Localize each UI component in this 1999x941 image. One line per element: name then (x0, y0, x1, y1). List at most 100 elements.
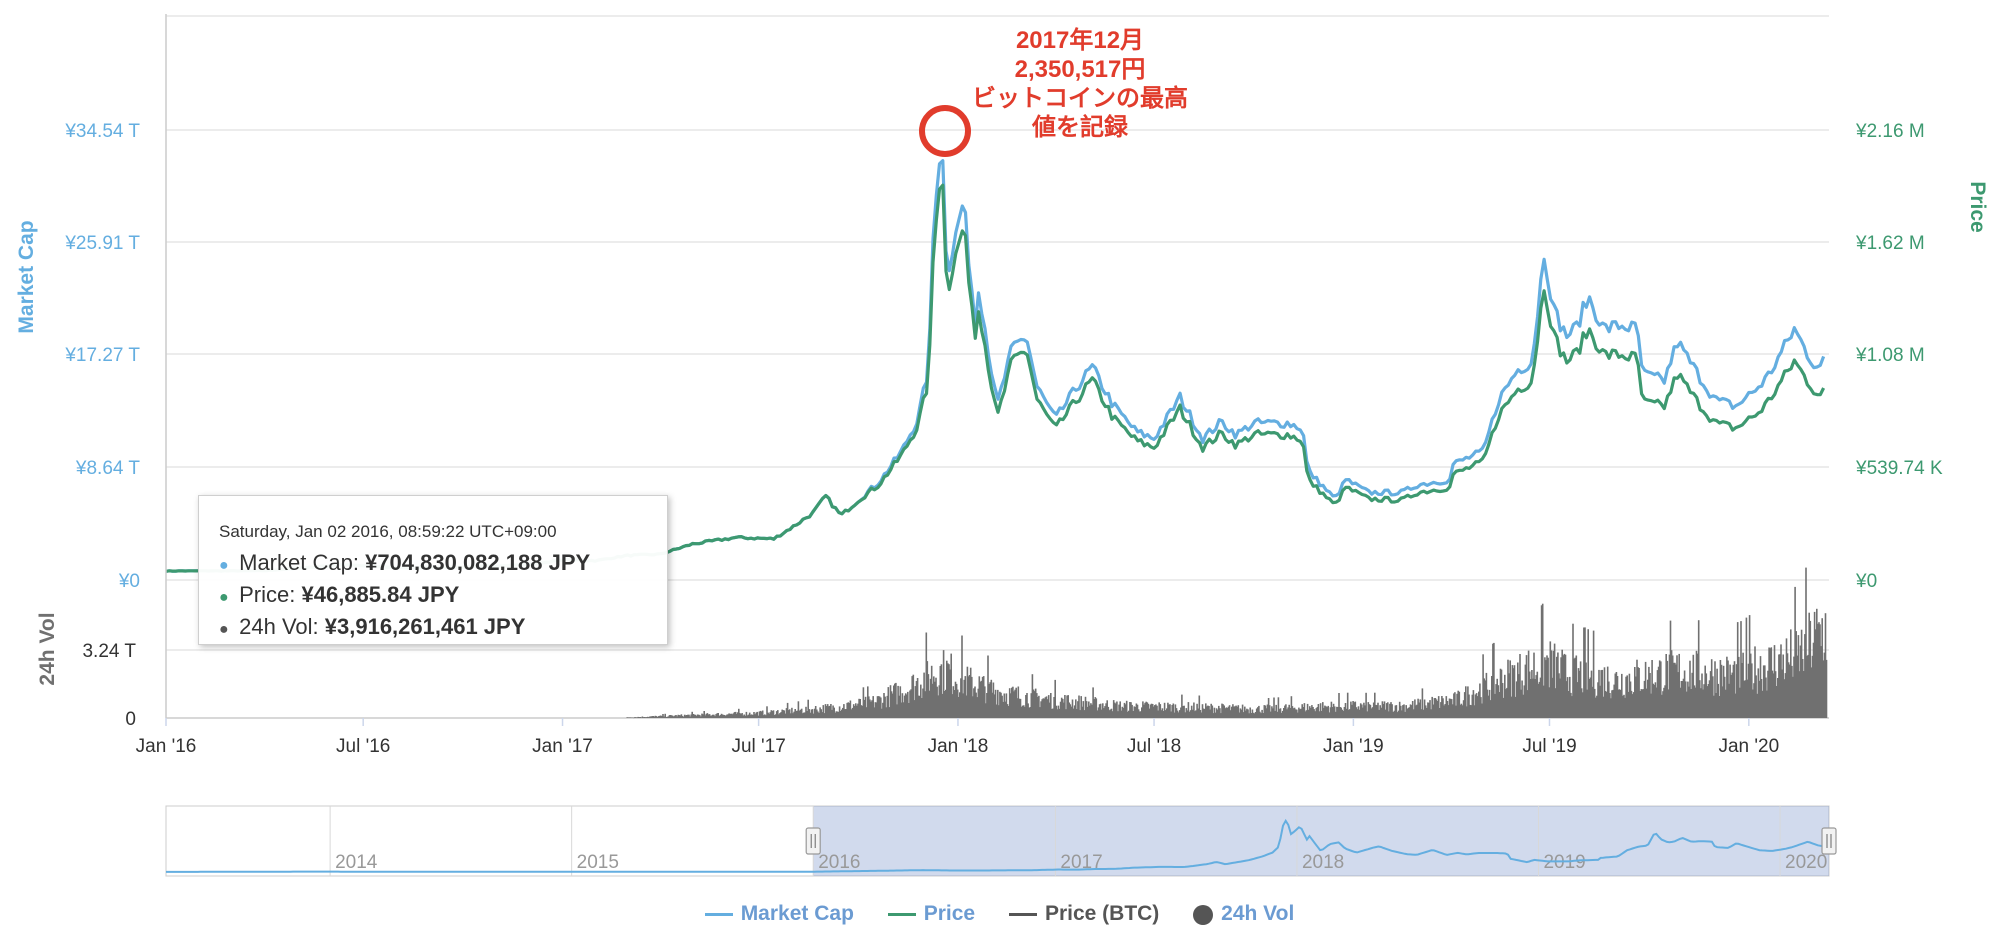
volume-bar (1641, 689, 1644, 718)
volume-bar (701, 713, 703, 718)
volume-bar (1611, 690, 1613, 718)
volume-bar (928, 690, 931, 718)
volume-bar (1355, 707, 1358, 718)
tooltip-row-market-cap: ● Market Cap: ¥704,830,082,188 JPY (219, 548, 667, 580)
volume-bar (1345, 708, 1348, 718)
legend-item-market-cap[interactable]: Market Cap (704, 902, 854, 926)
volume-bar (757, 715, 760, 718)
navigator-left-handle[interactable] (805, 827, 821, 855)
volume-bar (1759, 656, 1762, 718)
volume-bar (697, 714, 700, 718)
volume-bar (752, 715, 754, 718)
volume-bar (1398, 701, 1401, 718)
volume-bar (1743, 680, 1745, 718)
volume-bar (887, 687, 890, 718)
volume-bar (1000, 692, 1002, 718)
volume-bar (1745, 617, 1748, 718)
volume-bar (660, 715, 662, 718)
navigator[interactable]: 2014 2015 2016 2017 2018 2019 2020 (165, 805, 1837, 877)
volume-bar (811, 709, 814, 718)
volume-bar (1206, 706, 1208, 718)
volume-bar (849, 700, 852, 718)
volume-bar (891, 693, 894, 718)
volume-bar (1487, 695, 1490, 718)
volume-bar (1652, 683, 1654, 718)
volume-bar (1101, 709, 1103, 718)
volume-bar (1315, 708, 1318, 718)
navigator-right-handle[interactable] (1821, 827, 1837, 855)
volume-bar (1784, 673, 1787, 718)
volume-bar (1640, 689, 1643, 718)
volume-bar (908, 703, 910, 718)
volume-bar (1089, 705, 1091, 718)
volume-bar (1317, 704, 1320, 718)
volume-bar (1673, 662, 1675, 718)
volume-bar (1549, 641, 1552, 718)
volume-bar (1125, 700, 1128, 718)
chart-legend: Market Cap Price Price (BTC) 24h Vol (0, 902, 1999, 926)
volume-bar (1797, 635, 1800, 718)
volume-bar (1824, 613, 1827, 718)
volume-bar (1229, 710, 1232, 718)
volume-bar (1575, 655, 1578, 718)
volume-bar (671, 715, 674, 718)
volume-bar (729, 713, 731, 718)
volume-bar (1375, 704, 1377, 718)
volume-bar (1307, 709, 1310, 718)
volume-bar (1434, 698, 1437, 718)
volume-bar (1484, 680, 1487, 718)
volume-bar (1507, 659, 1509, 718)
volume-bar (1013, 691, 1015, 718)
volume-bar (1331, 707, 1334, 718)
volume-bar (1248, 713, 1250, 718)
volume-bar (960, 678, 962, 718)
volume-bar (1306, 703, 1309, 718)
volume-bar (915, 681, 918, 718)
volume-tick-label: 3.24 T (82, 641, 136, 662)
volume-bar (1160, 710, 1163, 718)
volume-bar (1377, 702, 1379, 718)
volume-bar (1416, 704, 1418, 718)
volume-bar (993, 694, 996, 718)
volume-bar (1026, 693, 1028, 718)
volume-bar (1055, 705, 1058, 718)
volume-bar (694, 714, 697, 718)
volume-bar (1029, 707, 1032, 718)
legend-item-volume[interactable]: 24h Vol (1193, 902, 1294, 926)
volume-bar (1169, 704, 1171, 718)
volume-bar (969, 667, 972, 718)
volume-bar (683, 714, 686, 718)
volume-bar (1132, 711, 1134, 718)
volume-bar (1135, 703, 1138, 718)
volume-bar (1408, 707, 1411, 718)
volume-bar (1809, 620, 1812, 718)
volume-bar (1649, 673, 1651, 718)
legend-item-price-btc[interactable]: Price (BTC) (1008, 902, 1159, 926)
volume-bar (1353, 702, 1355, 718)
volume-bar (710, 715, 713, 718)
volume-bar (1150, 703, 1153, 718)
volume-bar (1010, 693, 1012, 718)
volume-bar (1327, 705, 1329, 718)
volume-bar (1608, 681, 1610, 718)
volume-bar (975, 692, 977, 718)
volume-bar (680, 714, 683, 718)
volume-bar (1212, 713, 1215, 718)
volume-bar (1454, 692, 1456, 718)
volume-bar (1168, 704, 1170, 718)
volume-bar (832, 705, 834, 718)
volume-bar (1478, 691, 1480, 718)
volume-bar (1567, 691, 1570, 718)
volume-bar (1233, 706, 1235, 718)
volume-bar (1341, 709, 1344, 718)
volume-bar (681, 715, 684, 718)
volume-bar (1586, 689, 1588, 718)
volume-bar (1410, 705, 1413, 718)
volume-bar (1691, 672, 1693, 718)
navigator-selection[interactable] (813, 806, 1829, 876)
volume-bar (1114, 702, 1116, 718)
legend-item-price[interactable]: Price (887, 902, 975, 926)
volume-bar (1352, 701, 1354, 718)
volume-tick-label: 0 (125, 709, 136, 730)
volume-bar (1011, 687, 1013, 718)
